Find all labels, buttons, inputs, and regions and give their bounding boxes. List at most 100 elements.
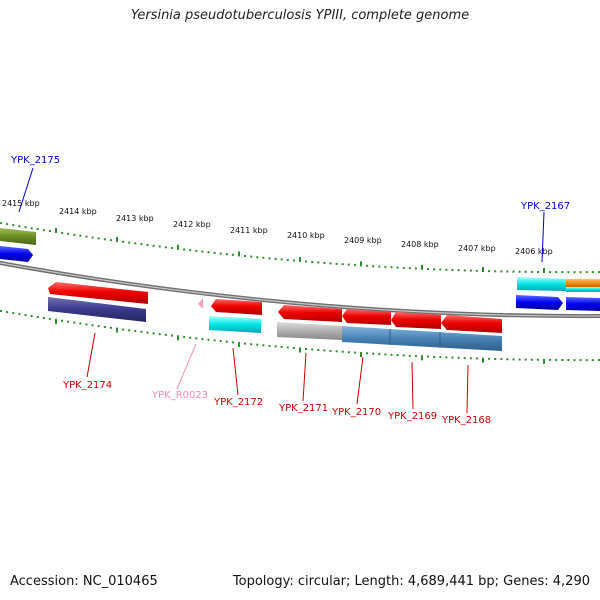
gene-label-ypk-2175[interactable]: YPK_2175 <box>10 155 60 166</box>
gene-feature-blue-2167[interactable] <box>516 295 563 310</box>
genome-summary-text: Topology: circular; Length: 4,689,441 bp… <box>232 574 590 589</box>
scale-minor-tick <box>67 320 70 323</box>
scale-minor-tick <box>323 261 326 264</box>
gene-label-ypk-2169[interactable]: YPK_2169 <box>387 411 437 422</box>
gene-label-ypk-2167[interactable]: YPK_2167 <box>520 201 570 212</box>
scale-minor-tick <box>445 356 448 359</box>
tick-label: 2413 kbp <box>116 214 154 223</box>
scale-minor-tick <box>311 348 314 351</box>
scale-minor-tick <box>433 268 436 271</box>
scale-minor-tick <box>591 359 594 362</box>
scale-major-tick <box>299 257 301 262</box>
scale-minor-tick <box>585 359 588 362</box>
scale-minor-tick <box>518 270 521 273</box>
scale-minor-tick <box>79 234 82 237</box>
scale-minor-tick <box>195 337 198 340</box>
scale-minor-tick <box>488 357 491 360</box>
gene-feature-2174-red[interactable] <box>48 282 148 304</box>
gene-feature-2172-red[interactable] <box>211 299 262 315</box>
scale-minor-tick <box>6 223 9 226</box>
scale-minor-tick <box>250 343 253 346</box>
gene-feature-blue[interactable] <box>0 246 33 262</box>
gene-feature-2169-red[interactable] <box>391 312 441 329</box>
scale-minor-tick <box>207 338 210 341</box>
scale-minor-tick <box>213 339 216 342</box>
scale-major-tick <box>421 264 423 270</box>
scale-minor-tick <box>292 259 295 262</box>
gene-feature-cyan-right[interactable] <box>566 287 600 292</box>
scale-minor-tick <box>61 232 64 234</box>
scale-minor-tick <box>67 232 70 235</box>
scale-minor-tick <box>134 330 137 333</box>
gene-feature-2168-red[interactable] <box>441 315 502 333</box>
scale-minor-tick <box>280 346 283 348</box>
scale-minor-tick <box>500 270 503 273</box>
scale-minor-tick <box>128 329 131 332</box>
scale-minor-tick <box>439 356 442 359</box>
scale-minor-tick <box>262 344 265 347</box>
leader-ypk-2168 <box>466 364 469 414</box>
scale-minor-tick <box>256 256 259 259</box>
scale-major-tick <box>421 355 423 361</box>
tick-label: 2412 kbp <box>173 220 211 229</box>
scale-minor-tick <box>317 261 320 264</box>
gene-feature-orange[interactable] <box>566 279 600 287</box>
scale-minor-tick <box>561 271 564 274</box>
scale-minor-tick <box>323 349 326 352</box>
scale-minor-tick <box>494 358 497 360</box>
gene-label-ypk-2170[interactable]: YPK_2170 <box>331 407 381 418</box>
scale-minor-tick <box>24 314 27 317</box>
gene-label-ypk-2171[interactable]: YPK_2171 <box>278 403 328 414</box>
tick-label: 2411 kbp <box>230 226 268 235</box>
gene-feature-cyan-2167[interactable] <box>517 277 566 291</box>
scale-minor-tick <box>451 269 454 271</box>
scale-minor-tick <box>536 358 539 361</box>
gene-feature-2171-grey[interactable] <box>277 322 342 340</box>
scale-minor-tick <box>311 261 314 263</box>
scale-minor-tick <box>103 238 106 241</box>
tick-label: 2414 kbp <box>59 207 97 216</box>
gene-feature-2170-red[interactable] <box>342 309 391 325</box>
scale-minor-tick <box>91 324 94 327</box>
scale-minor-tick <box>524 270 527 273</box>
scale-minor-tick <box>469 269 472 272</box>
scale-minor-tick <box>164 246 167 249</box>
scale-minor-tick <box>36 228 39 231</box>
leader-ypk-r0023 <box>176 343 197 390</box>
scale-tick-labels: 2415 kbp 2414 kbp 2413 kbp 2412 kbp 2411… <box>2 199 553 256</box>
gene-feature-2174-navy[interactable] <box>48 297 146 322</box>
scale-major-tick <box>482 267 484 272</box>
scale-minor-tick <box>347 263 350 266</box>
scale-minor-tick <box>549 271 552 274</box>
scale-minor-tick <box>24 226 27 229</box>
gene-feature-steel-operon[interactable] <box>342 326 502 351</box>
gene-feature-2171-red[interactable] <box>278 305 342 322</box>
leader-ypk-2167 <box>541 211 545 263</box>
gene-label-ypk-r0023[interactable]: YPK_R0023 <box>151 390 208 401</box>
scale-minor-tick <box>530 270 533 273</box>
gene-feature-2172-cyan[interactable] <box>209 316 261 333</box>
scale-minor-tick <box>250 255 253 258</box>
gene-label-ypk-2174[interactable]: YPK_2174 <box>62 380 112 391</box>
scale-minor-tick <box>195 249 198 252</box>
scale-minor-tick <box>494 270 497 273</box>
gene-feature-r0023[interactable] <box>198 298 203 309</box>
scale-minor-tick <box>61 319 64 322</box>
scale-minor-tick <box>518 358 521 361</box>
gene-label-ypk-2172[interactable]: YPK_2172 <box>213 397 263 408</box>
scale-minor-tick <box>384 265 387 268</box>
scale-minor-tick <box>262 256 265 259</box>
scale-minor-tick <box>335 350 338 353</box>
scale-minor-tick <box>170 334 173 337</box>
gene-feature-olive[interactable] <box>0 228 36 245</box>
scale-minor-tick <box>134 242 137 245</box>
scale-minor-tick <box>408 267 411 270</box>
scale-minor-tick <box>353 351 356 354</box>
scale-major-tick <box>55 318 57 324</box>
scale-minor-tick <box>213 251 216 254</box>
scale-minor-tick <box>219 252 222 255</box>
gene-label-ypk-2168[interactable]: YPK_2168 <box>441 415 491 426</box>
scale-minor-tick <box>402 354 405 357</box>
gene-feature-blue-right[interactable] <box>566 297 600 311</box>
scale-minor-tick <box>48 317 51 320</box>
